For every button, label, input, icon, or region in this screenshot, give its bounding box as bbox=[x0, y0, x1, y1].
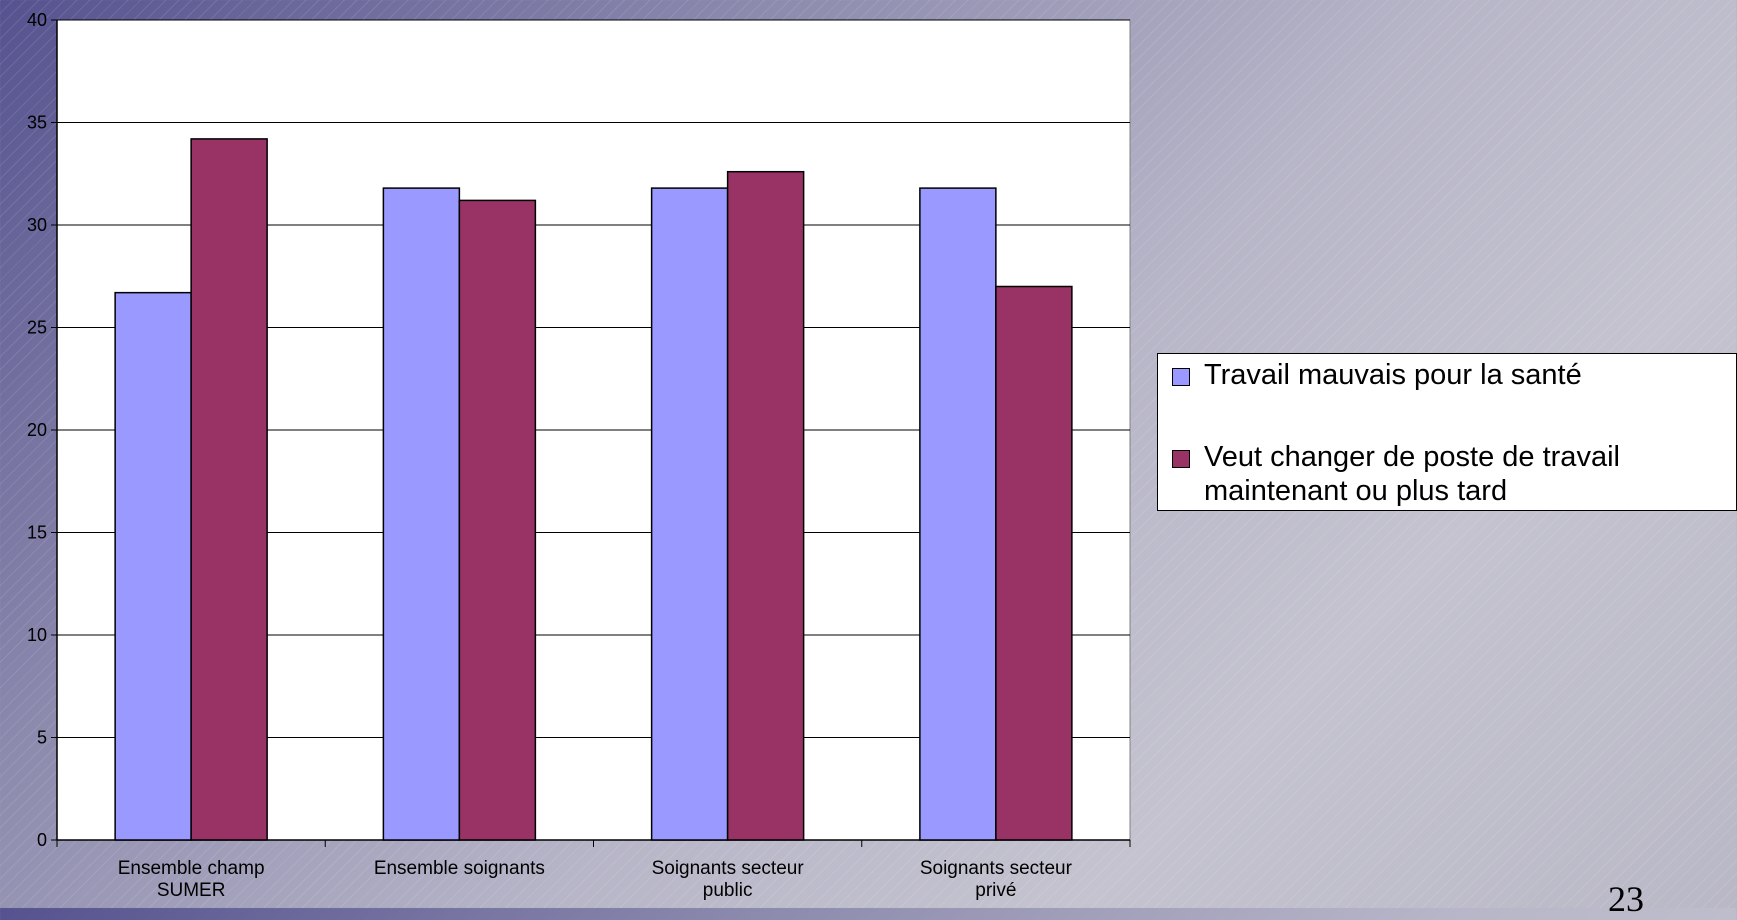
x-tick-label: public bbox=[703, 880, 753, 901]
bar bbox=[458, 199, 537, 841]
y-tick-label: 15 bbox=[27, 523, 47, 543]
bar bbox=[726, 170, 805, 841]
legend-swatch-purple bbox=[1172, 450, 1190, 468]
y-tick-label: 30 bbox=[27, 215, 47, 235]
slide-number: 23 bbox=[1608, 879, 1644, 919]
y-tick-label: 25 bbox=[27, 318, 47, 338]
x-tick-label: Soignants secteur bbox=[920, 858, 1073, 879]
y-tick-label: 35 bbox=[27, 113, 47, 133]
legend-label-cont: maintenant ou plus tard bbox=[1204, 475, 1508, 507]
x-tick-label: SUMER bbox=[157, 880, 226, 901]
x-tick-label: Soignants secteur bbox=[652, 858, 805, 879]
bar bbox=[190, 138, 268, 841]
bar bbox=[650, 187, 729, 841]
x-tick-label: Ensemble champ bbox=[118, 858, 265, 879]
x-tick-label: Ensemble soignants bbox=[374, 858, 545, 879]
bar bbox=[114, 291, 192, 841]
x-tick-label: privé bbox=[975, 880, 1016, 901]
legend-label: Veut changer de poste de travail bbox=[1204, 441, 1620, 473]
bar bbox=[382, 187, 461, 841]
legend-label: Travail mauvais pour la santé bbox=[1204, 359, 1582, 391]
bar bbox=[919, 187, 997, 841]
y-tick-label: 10 bbox=[27, 625, 47, 645]
chart-legend: Travail mauvais pour la santé Veut chang… bbox=[1157, 353, 1737, 511]
y-tick-label: 20 bbox=[27, 420, 47, 440]
y-tick-label: 5 bbox=[37, 728, 47, 748]
y-tick-label: 0 bbox=[37, 830, 47, 850]
bar bbox=[995, 285, 1073, 841]
y-tick-label: 40 bbox=[27, 10, 47, 30]
legend-swatch-blue bbox=[1172, 368, 1190, 386]
